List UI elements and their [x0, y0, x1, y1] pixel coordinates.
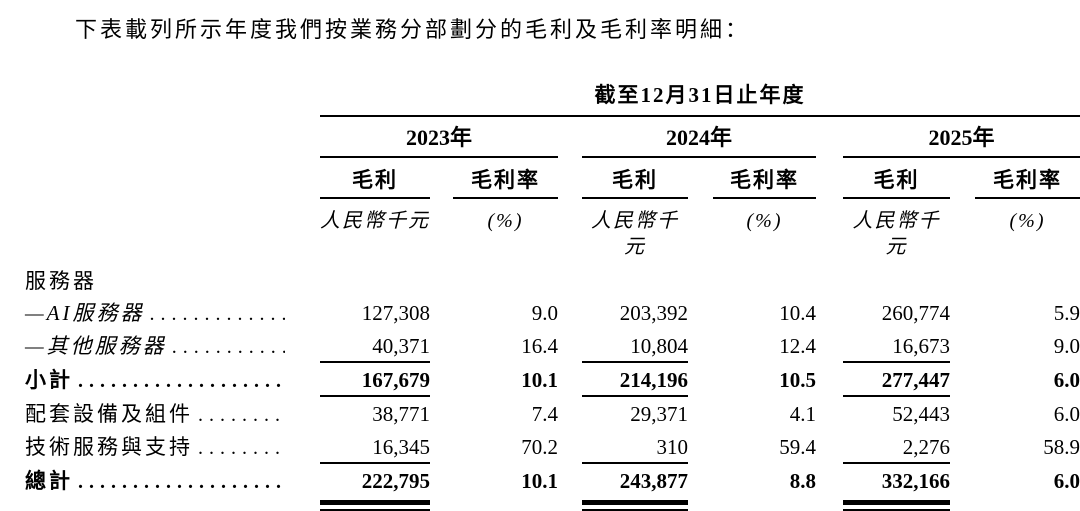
period-header-row: 截至12月31日止年度	[25, 82, 1080, 117]
col-header-gross-margin: 毛利率	[975, 158, 1080, 199]
cell-value: 222,795	[361, 469, 430, 493]
double-rule	[843, 500, 950, 511]
dot-leader	[150, 301, 286, 327]
column-header-row: 毛利 毛利率 毛利 毛利率 毛利 毛利率	[25, 158, 1080, 199]
cell-value: 8.8	[789, 469, 816, 493]
row-label: —AI服務器	[25, 296, 293, 329]
cell-value: 40,371	[320, 329, 430, 363]
unit-rmb-thousand: 人民幣千元	[591, 210, 679, 258]
table-row-servers: 服務器	[25, 260, 1080, 296]
period-header: 截至12月31日止年度	[320, 82, 1080, 117]
col-header-gross-margin: 毛利率	[713, 158, 816, 199]
row-label: 服務器	[25, 269, 97, 293]
cell-value: 4.1	[789, 402, 816, 426]
year-header-row: 2023年 2024年 2025年	[25, 117, 1080, 158]
row-label: 配套設備及組件	[25, 397, 293, 430]
row-label: 總計	[25, 464, 293, 497]
unit-percent: (%)	[487, 210, 524, 232]
dot-leader	[198, 402, 285, 428]
table-row-technical-services: 技術服務與支持 16,345 70.2 310 59.4 2,276 58.9	[25, 430, 1080, 464]
double-rule	[582, 500, 688, 511]
double-rule	[320, 500, 430, 511]
cell-value: 52,443	[892, 402, 950, 426]
cell-value: 10.4	[779, 301, 816, 325]
cell-value: 10.5	[779, 368, 816, 392]
cell-value: 38,771	[372, 402, 430, 426]
dot-leader	[78, 469, 285, 495]
page-title: 下表載列所示年度我們按業務分部劃分的毛利及毛利率明細：	[75, 17, 751, 42]
cell-value: 70.2	[521, 435, 558, 459]
cell-value: 58.9	[1043, 435, 1080, 459]
col-header-gross-margin: 毛利率	[453, 158, 558, 199]
table-row-subtotal: 小計 167,679 10.1 214,196 10.5 277,447 6.0	[25, 363, 1080, 397]
dot-leader	[172, 334, 285, 360]
table-row-other-servers: —其他服務器 40,371 16.4 10,804 12.4 16,673 9.…	[25, 329, 1080, 363]
row-label: —其他服務器	[25, 329, 293, 363]
cell-value: 16.4	[521, 334, 558, 358]
cell-value: 260,774	[881, 301, 950, 325]
unit-percent: (%)	[746, 210, 783, 232]
cell-value: 59.4	[779, 435, 816, 459]
cell-value: 6.0	[1053, 402, 1080, 426]
cell-value: 203,392	[619, 301, 688, 325]
col-header-gross-profit: 毛利	[843, 158, 950, 199]
col-header-gross-profit: 毛利	[320, 158, 430, 199]
cell-value: 10.1	[521, 368, 558, 392]
cell-value: 277,447	[843, 363, 950, 397]
cell-value: 214,196	[582, 363, 688, 397]
cell-value: 16,673	[843, 329, 950, 363]
cell-value: 7.4	[531, 402, 558, 426]
cell-value: 167,679	[320, 363, 430, 397]
gross-profit-by-segment-table: 截至12月31日止年度 2023年 2024年 2025年 毛利 毛利率 毛利 …	[25, 82, 1080, 511]
cell-value: 9.0	[531, 301, 558, 325]
unit-percent: (%)	[1009, 210, 1046, 232]
cell-value: 2,276	[843, 430, 950, 464]
cell-value: 310	[582, 430, 688, 464]
table-row-total: 總計 222,795 10.1 243,877 8.8 332,166 6.0	[25, 464, 1080, 497]
cell-value: 12.4	[779, 334, 816, 358]
unit-rmb-thousand: 人民幣千元	[852, 210, 941, 258]
units-row: 人民幣千元 (%) 人民幣千元 (%) 人民幣千元 (%)	[25, 199, 1080, 260]
dot-leader	[78, 368, 285, 394]
cell-value: 243,877	[619, 469, 688, 493]
cell-value: 9.0	[1053, 334, 1080, 358]
year-header-2025: 2025年	[843, 117, 1080, 158]
cell-value: 10,804	[582, 329, 688, 363]
row-label: 小計	[25, 363, 293, 397]
cell-value: 127,308	[361, 301, 430, 325]
cell-value: 6.0	[1053, 469, 1080, 493]
year-header-2024: 2024年	[582, 117, 816, 158]
cell-value: 5.9	[1053, 301, 1080, 325]
row-label: 技術服務與支持	[25, 430, 293, 464]
cell-value: 16,345	[320, 430, 430, 464]
table-row-ai-servers: —AI服務器 127,308 9.0 203,392 10.4 260,774 …	[25, 296, 1080, 329]
cell-value: 10.1	[521, 469, 558, 493]
cell-value: 29,371	[630, 402, 688, 426]
table-row-ancillary-equipment: 配套設備及組件 38,771 7.4 29,371 4.1 52,443 6.0	[25, 397, 1080, 430]
unit-rmb-thousand: 人民幣千元	[320, 210, 430, 232]
year-header-2023: 2023年	[320, 117, 558, 158]
col-header-gross-profit: 毛利	[582, 158, 688, 199]
cell-value: 332,166	[881, 469, 950, 493]
dot-leader	[198, 435, 285, 461]
cell-value: 6.0	[1053, 368, 1080, 392]
total-double-rule-row	[25, 497, 1080, 511]
